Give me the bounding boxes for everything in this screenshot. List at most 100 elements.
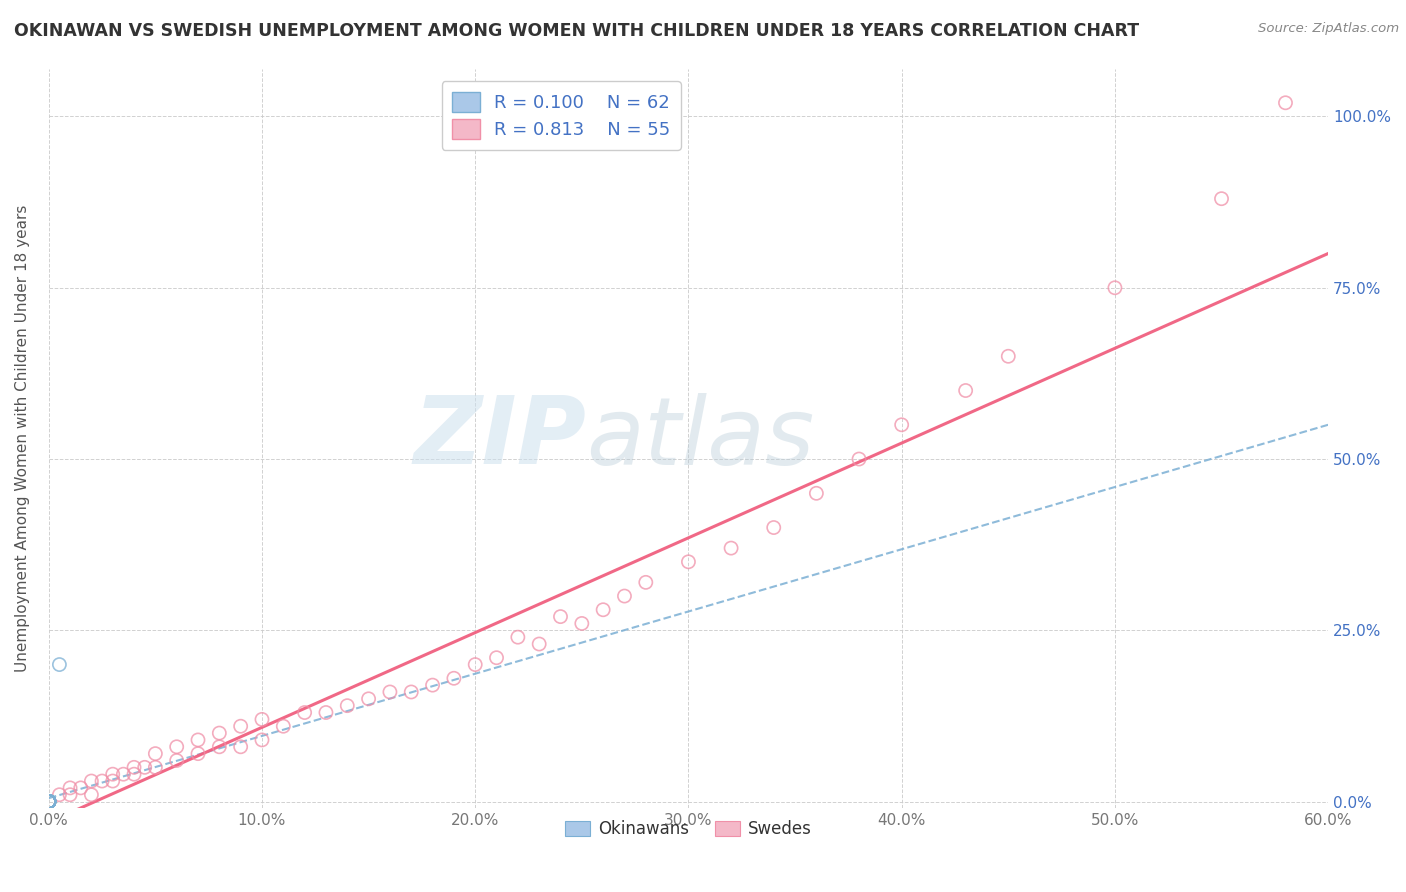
Point: [592, 603, 614, 617]
Point: [38, 795, 60, 809]
Point: [443, 671, 465, 685]
Point: [38, 795, 60, 809]
Point: [122, 767, 145, 781]
Point: [38, 795, 60, 809]
Point: [357, 691, 380, 706]
Point: [378, 685, 401, 699]
Point: [38, 795, 60, 809]
Text: OKINAWAN VS SWEDISH UNEMPLOYMENT AMONG WOMEN WITH CHILDREN UNDER 18 YEARS CORREL: OKINAWAN VS SWEDISH UNEMPLOYMENT AMONG W…: [14, 22, 1139, 40]
Point: [38, 795, 60, 809]
Point: [38, 795, 60, 809]
Point: [250, 733, 273, 747]
Point: [38, 795, 60, 809]
Point: [38, 795, 60, 809]
Point: [955, 384, 977, 398]
Point: [38, 795, 60, 809]
Point: [762, 520, 785, 534]
Point: [38, 795, 60, 809]
Point: [38, 795, 60, 809]
Point: [38, 795, 60, 809]
Point: [1274, 95, 1296, 110]
Point: [464, 657, 486, 672]
Point: [38, 795, 60, 809]
Point: [422, 678, 444, 692]
Point: [336, 698, 359, 713]
Point: [145, 760, 167, 774]
Point: [38, 795, 60, 809]
Point: [38, 795, 60, 809]
Point: [38, 795, 60, 809]
Point: [38, 795, 60, 809]
Point: [38, 795, 60, 809]
Point: [59, 780, 82, 795]
Point: [38, 795, 60, 809]
Point: [38, 795, 60, 809]
Point: [112, 767, 135, 781]
Point: [38, 795, 60, 809]
Point: [38, 795, 60, 809]
Point: [38, 795, 60, 809]
Point: [38, 795, 60, 809]
Point: [38, 795, 60, 809]
Point: [271, 719, 294, 733]
Point: [678, 555, 700, 569]
Point: [38, 795, 60, 809]
Point: [38, 795, 60, 809]
Point: [38, 795, 60, 809]
Legend: Okinawans, Swedes: Okinawans, Swedes: [558, 814, 818, 845]
Point: [48, 657, 70, 672]
Point: [720, 541, 742, 555]
Point: [38, 795, 60, 809]
Point: [806, 486, 828, 500]
Point: [38, 795, 60, 809]
Point: [122, 760, 145, 774]
Point: [38, 795, 60, 809]
Point: [38, 795, 60, 809]
Point: [80, 774, 103, 789]
Point: [485, 650, 508, 665]
Text: ZIP: ZIP: [413, 392, 586, 484]
Point: [187, 747, 209, 761]
Text: Source: ZipAtlas.com: Source: ZipAtlas.com: [1258, 22, 1399, 36]
Point: [38, 795, 60, 809]
Point: [38, 795, 60, 809]
Y-axis label: Unemployment Among Women with Children Under 18 years: Unemployment Among Women with Children U…: [15, 205, 30, 673]
Point: [250, 712, 273, 726]
Point: [229, 739, 252, 754]
Point: [38, 795, 60, 809]
Point: [38, 795, 60, 809]
Point: [38, 795, 60, 809]
Point: [38, 795, 60, 809]
Point: [208, 726, 231, 740]
Point: [38, 795, 60, 809]
Point: [80, 788, 103, 802]
Point: [166, 754, 188, 768]
Point: [38, 795, 60, 809]
Point: [634, 575, 657, 590]
Point: [997, 349, 1019, 363]
Point: [38, 795, 60, 809]
Point: [38, 795, 60, 809]
Point: [187, 733, 209, 747]
Point: [399, 685, 422, 699]
Point: [134, 760, 156, 774]
Point: [101, 767, 124, 781]
Point: [890, 417, 912, 432]
Point: [38, 795, 60, 809]
Point: [38, 795, 60, 809]
Point: [38, 795, 60, 809]
Point: [38, 795, 60, 809]
Point: [315, 706, 337, 720]
Point: [38, 795, 60, 809]
Point: [69, 780, 91, 795]
Point: [38, 795, 60, 809]
Point: [38, 795, 60, 809]
Point: [571, 616, 593, 631]
Point: [506, 630, 529, 644]
Point: [613, 589, 636, 603]
Point: [59, 788, 82, 802]
Point: [38, 795, 60, 809]
Point: [101, 774, 124, 789]
Point: [38, 795, 60, 809]
Point: [38, 795, 60, 809]
